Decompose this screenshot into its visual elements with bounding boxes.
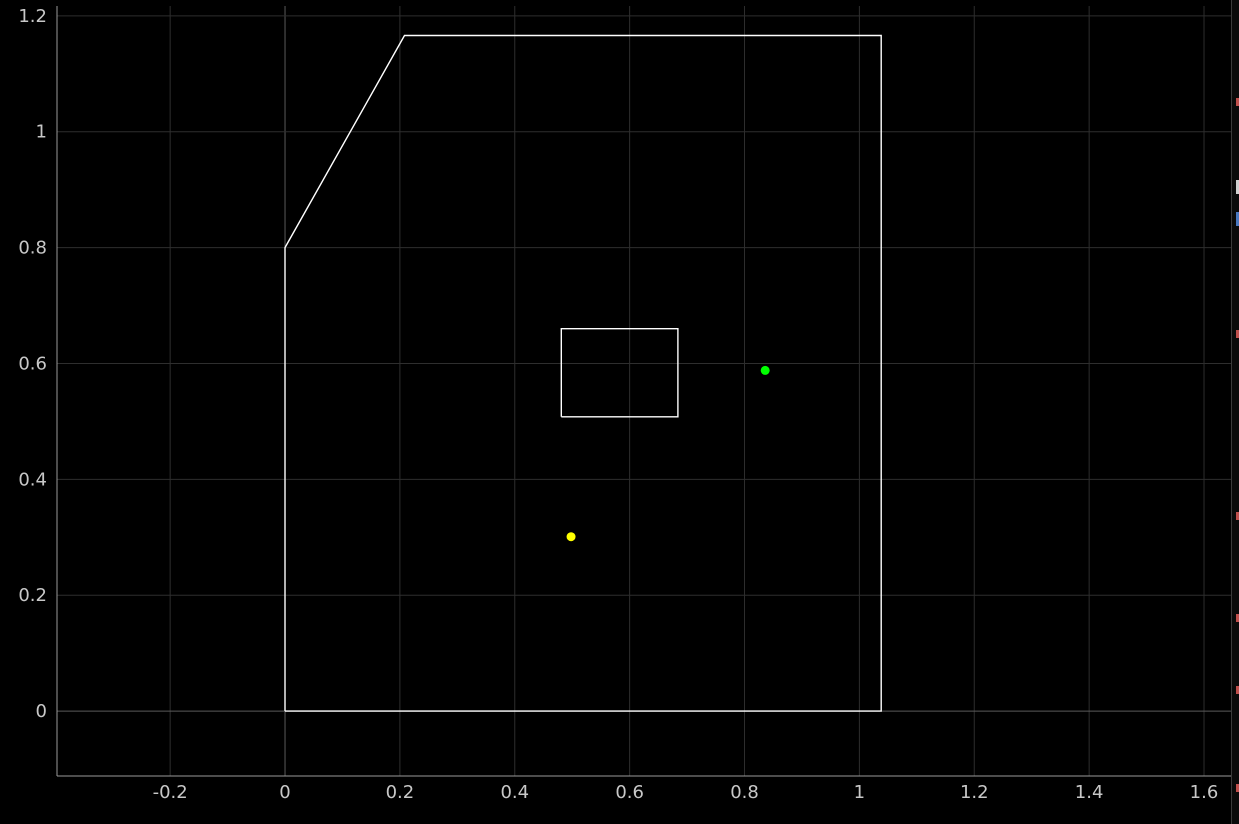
side-panel-marker bbox=[1236, 784, 1239, 792]
inner-rectangle bbox=[560, 328, 679, 418]
side-panel-edge[interactable] bbox=[1231, 0, 1239, 824]
y-tick-label: 0.8 bbox=[18, 238, 47, 259]
x-tick-label: 1 bbox=[854, 782, 865, 803]
x-tick-labels: -0.2 0 0.2 0.4 0.6 0.8 1 1.2 1.4 1.6 bbox=[153, 782, 1219, 803]
green-point[interactable] bbox=[760, 365, 770, 375]
y-tick-label: 0.6 bbox=[18, 353, 47, 374]
outer-boundary bbox=[284, 34, 882, 712]
x-tick-label: 0.8 bbox=[730, 782, 759, 803]
side-panel-marker bbox=[1236, 614, 1239, 622]
side-panel-marker bbox=[1236, 98, 1239, 106]
yellow-point[interactable] bbox=[566, 532, 576, 542]
axis-layer bbox=[56, 6, 1231, 777]
x-tick-label: 0.6 bbox=[615, 782, 644, 803]
y-tick-label: 1.2 bbox=[18, 6, 47, 27]
y-tick-label: 0.2 bbox=[18, 585, 47, 606]
x-tick-label: 0 bbox=[279, 782, 290, 803]
x-tick-label: 1.4 bbox=[1075, 782, 1104, 803]
x-tick-label: 1.2 bbox=[960, 782, 989, 803]
x-tick-label: 0.2 bbox=[386, 782, 415, 803]
y-tick-label: 0 bbox=[36, 701, 47, 722]
y-tick-label: 1 bbox=[36, 122, 47, 143]
x-tick-label: 0.4 bbox=[500, 782, 529, 803]
x-tick-label: 1.6 bbox=[1190, 782, 1219, 803]
side-panel-marker bbox=[1236, 512, 1239, 520]
side-panel-marker bbox=[1236, 212, 1239, 226]
side-panel-marker bbox=[1236, 330, 1239, 338]
y-tick-label: 0.4 bbox=[18, 469, 47, 490]
point-layer bbox=[566, 365, 770, 542]
y-tick-labels: 0 0.2 0.4 0.6 0.8 1 1.2 bbox=[18, 6, 47, 722]
side-panel-marker bbox=[1236, 686, 1239, 694]
grid-layer bbox=[57, 6, 1231, 776]
x-tick-label: -0.2 bbox=[153, 782, 188, 803]
side-panel-marker bbox=[1236, 180, 1239, 194]
shape-layer bbox=[284, 34, 882, 712]
